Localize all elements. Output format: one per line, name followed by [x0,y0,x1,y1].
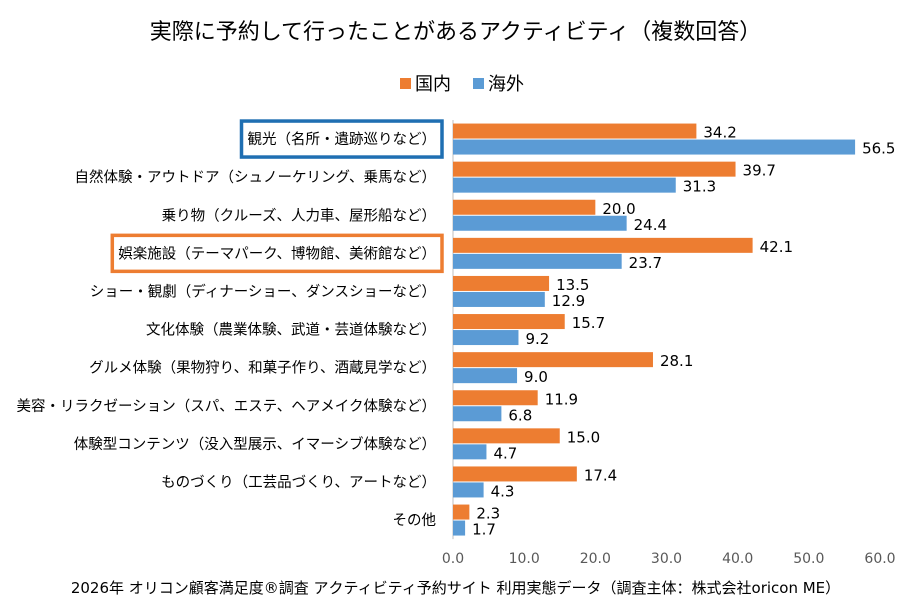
bar-overseas [453,177,676,193]
data-label-domestic: 2.3 [476,505,500,523]
bar-overseas [453,482,484,498]
bar-overseas [453,330,519,346]
bar-domestic [453,275,550,291]
legend: 国内 海外 [400,70,524,96]
legend-item-overseas: 海外 [473,70,524,96]
category-label: 美容・リラクゼーション（スパ、エステ、ヘアメイク体験など） [17,398,436,415]
bar-domestic [453,123,697,139]
category-label: 自然体験・アウトドア（シュノーケリング、乗馬など） [75,169,436,186]
legend-label-domestic: 国内 [415,74,451,95]
data-label-domestic: 34.2 [703,124,736,142]
bar-domestic [453,199,596,215]
category-label: 娯楽施設（テーマパーク、博物館、美術館など） [118,245,436,262]
data-label-domestic: 28.1 [660,352,693,370]
bar-overseas [453,139,856,155]
bar-overseas [453,520,466,536]
bar-domestic [453,428,560,444]
bar-overseas [453,444,487,460]
bar-overseas [453,291,545,307]
data-label-domestic: 17.4 [584,466,617,484]
bar-overseas [453,406,502,422]
category-label: ショー・観劇（ディナーショー、ダンスショーなど） [90,282,436,300]
data-label-overseas: 1.7 [472,521,496,539]
data-label-overseas: 31.3 [683,178,716,196]
bar-domestic [453,466,577,482]
chart-title: 実際に予約して行ったことがあるアクティビティ（複数回答） [149,20,762,45]
category-label: 体験型コンテンツ（没入型展示、イマーシブ体験など） [74,435,436,453]
data-label-overseas: 6.8 [508,406,532,424]
data-label-domestic: 13.5 [556,276,589,294]
bar-domestic [453,161,736,177]
data-label-overseas: 12.9 [552,292,585,310]
x-tick-label: 20.0 [580,551,611,567]
footnote: 2026年 オリコン顧客満足度®調査 アクティビティ予約サイト 利用実態データ（… [70,579,841,597]
data-label-overseas: 23.7 [629,254,662,272]
data-label-overseas: 56.5 [862,140,895,158]
category-label: その他 [393,512,437,529]
category-highlight-box [239,119,444,159]
x-tick-label: 10.0 [509,551,540,567]
data-label-domestic: 39.7 [743,162,776,180]
bar-overseas [453,368,518,384]
category-label: 観光（名所・遺跡巡りなど） [248,131,437,148]
data-label-domestic: 42.1 [760,238,793,256]
x-tick-label: 60.0 [864,551,895,567]
data-label-domestic: 20.0 [602,200,635,218]
data-label-overseas: 4.3 [491,482,515,500]
data-label-overseas: 9.2 [525,330,549,348]
x-tick-label: 50.0 [793,551,824,567]
x-tick-label: 40.0 [722,551,753,567]
legend-item-domestic: 国内 [400,70,451,96]
bar-domestic [453,390,538,406]
category-highlight-box [110,233,444,274]
legend-swatch-domestic [400,77,411,89]
data-label-domestic: 15.0 [567,428,600,446]
legend-swatch-overseas [473,77,484,89]
bar-domestic [453,352,653,368]
category-label: 乗り物（クルーズ、人力車、屋形船など） [162,207,436,224]
data-label-domestic: 11.9 [545,390,578,408]
category-label: グルメ体験（果物狩り、和菓子作り、酒蔵見学など） [89,360,436,377]
x-tick-label: 30.0 [651,551,682,567]
legend-label-overseas: 海外 [488,74,524,95]
data-label-overseas: 24.4 [634,216,667,234]
bar-overseas [453,253,622,269]
category-label: ものづくり（工芸品づくり、アートなど） [161,474,436,491]
bar-domestic [453,314,565,330]
data-label-overseas: 4.7 [493,444,517,462]
data-label-domestic: 15.7 [572,314,605,332]
x-tick-label: 0.0 [442,551,464,567]
bar-domestic [453,504,470,520]
bar-domestic [453,237,753,253]
bar-overseas [453,215,627,231]
category-label: 文化体験（農業体験、武道・芸道体験など） [146,322,436,339]
data-label-overseas: 9.0 [524,368,548,386]
